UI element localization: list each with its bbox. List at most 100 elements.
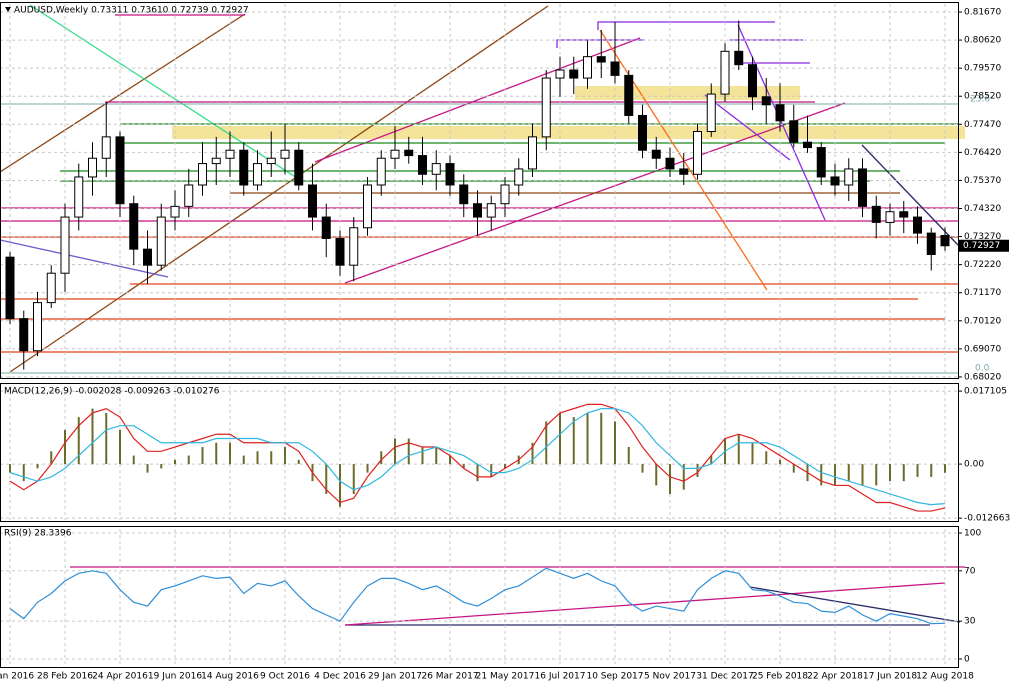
x-tick-label: 24 Apr 2016 bbox=[92, 672, 148, 682]
macd-bar bbox=[146, 464, 149, 473]
macd-bar bbox=[696, 464, 699, 477]
candle-body bbox=[445, 163, 455, 186]
x-tick-label: 5 Nov 2017 bbox=[644, 672, 696, 682]
y-tick-label: 0.81670 bbox=[964, 8, 1001, 18]
candle-body bbox=[280, 149, 290, 159]
macd-bar bbox=[902, 464, 905, 482]
macd-bar bbox=[187, 455, 190, 465]
y-tick-label: 0.75370 bbox=[964, 176, 1001, 186]
y-tick-label: 0.77470 bbox=[964, 120, 1001, 130]
y-tick-label: 0.74320 bbox=[964, 204, 1001, 214]
y-tick-label: 0.68020 bbox=[964, 372, 1001, 382]
zone bbox=[172, 126, 965, 139]
x-tick-label: 17 Jun 2018 bbox=[863, 672, 917, 682]
macd-bar bbox=[572, 417, 575, 465]
symbol-icon bbox=[5, 7, 11, 12]
fib-label: 23.6 bbox=[970, 95, 990, 105]
macd-bar bbox=[847, 464, 850, 482]
x-tick-label: 29 Jan 2017 bbox=[368, 672, 422, 682]
candle-body bbox=[761, 96, 771, 106]
x-tick-label: 21 May 2017 bbox=[476, 672, 535, 682]
macd-bar bbox=[916, 464, 919, 477]
macd-bar bbox=[201, 447, 204, 465]
macd-bar bbox=[435, 447, 438, 465]
y-tick-label: 70 bbox=[964, 566, 976, 576]
macd-bar bbox=[77, 417, 80, 465]
candle-body bbox=[253, 163, 262, 186]
x-tick-label: 28 Feb 2016 bbox=[37, 672, 93, 682]
x-tick-label: 16 Jul 2017 bbox=[535, 672, 586, 682]
fib-label: 0.0 bbox=[975, 364, 990, 374]
candle-body bbox=[528, 136, 537, 170]
macd-bar bbox=[160, 464, 163, 469]
y-tick-label: 0.78520 bbox=[964, 92, 1001, 102]
macd-bar bbox=[751, 442, 754, 465]
macd-bar bbox=[105, 412, 108, 465]
macd-bar bbox=[119, 429, 121, 465]
y-tick-label: 30 bbox=[964, 617, 976, 627]
macd-bar bbox=[421, 447, 424, 465]
y-tick-label: 0.017105 bbox=[964, 387, 1007, 397]
candle-body bbox=[596, 56, 606, 63]
x-tick-label: 9 Oct 2016 bbox=[260, 672, 310, 682]
candle-body bbox=[5, 256, 15, 320]
candle-body bbox=[143, 248, 152, 266]
macd-bar bbox=[256, 451, 259, 465]
macd-bar bbox=[449, 455, 451, 465]
candle-body bbox=[225, 149, 235, 159]
candle-body bbox=[844, 168, 854, 186]
candle-body bbox=[376, 157, 386, 186]
macd-title: MACD(12,26,9) -0.002028 -0.009263 -0.010… bbox=[4, 387, 220, 397]
macd-bar bbox=[270, 451, 273, 465]
y-tick-label: 0.80620 bbox=[964, 36, 1001, 46]
candle-body bbox=[308, 184, 317, 218]
macd-bar bbox=[462, 464, 465, 469]
candle-body bbox=[363, 184, 372, 229]
candle-body bbox=[404, 149, 414, 157]
candle-body bbox=[115, 136, 125, 205]
macd-bar bbox=[655, 464, 658, 486]
x-tick-label: 22 Apr 2018 bbox=[807, 672, 863, 682]
candle-body bbox=[184, 184, 194, 207]
candle-body bbox=[720, 50, 730, 95]
macd-bar bbox=[22, 464, 25, 482]
macd-bar bbox=[50, 451, 53, 465]
macd-bar bbox=[586, 412, 589, 465]
candle-body bbox=[239, 149, 249, 186]
y-tick-label: 0.79570 bbox=[964, 64, 1001, 74]
candle-body bbox=[459, 184, 469, 205]
candle-body bbox=[46, 272, 56, 304]
macd-bar bbox=[834, 464, 836, 486]
candle-body bbox=[913, 216, 922, 234]
candle-body bbox=[748, 64, 757, 98]
candle-body bbox=[706, 93, 716, 133]
macd-bar bbox=[215, 442, 218, 465]
macd-bar bbox=[600, 412, 603, 465]
candle-body bbox=[514, 168, 524, 186]
candle-body bbox=[555, 69, 565, 79]
candle-body bbox=[871, 205, 881, 223]
y-tick-label: 0 bbox=[964, 654, 970, 664]
candle-body bbox=[431, 163, 441, 175]
x-tick-label: 31 Dec 2017 bbox=[696, 672, 754, 682]
candle-body bbox=[33, 302, 42, 352]
candle-body bbox=[60, 216, 70, 274]
marks bbox=[0, 4, 958, 665]
y-tick-label: -0.012663 bbox=[964, 514, 1010, 524]
macd-line bbox=[9, 408, 946, 506]
macd-bar bbox=[9, 464, 11, 473]
trend-line bbox=[861, 144, 959, 246]
macd-bar bbox=[792, 464, 795, 473]
candle-body bbox=[170, 205, 180, 218]
candle-body bbox=[335, 237, 345, 266]
candle-body bbox=[940, 234, 950, 247]
y-tick-label: 0.00 bbox=[964, 460, 984, 470]
macd-bar bbox=[779, 459, 781, 465]
macd-bar bbox=[889, 464, 891, 482]
macd-bar bbox=[737, 434, 740, 465]
candle-body bbox=[473, 203, 482, 218]
candle-body bbox=[693, 131, 702, 175]
macd-bar bbox=[36, 464, 39, 469]
macd-bar bbox=[284, 447, 286, 465]
